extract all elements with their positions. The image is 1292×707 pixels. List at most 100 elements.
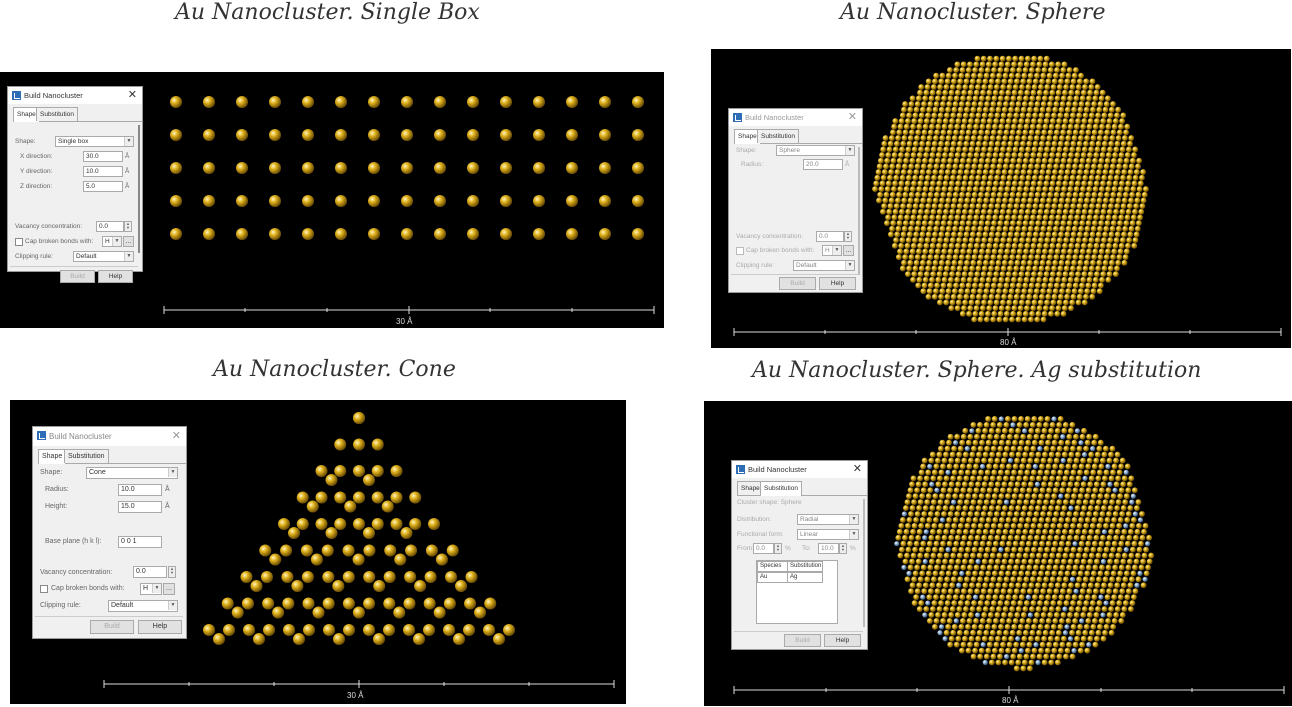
to-input[interactable]: 10.0 [818,543,839,554]
gold-atom [383,571,396,583]
gold-atom [880,146,887,153]
gold-atom [423,597,436,610]
distribution-select[interactable]: Radial ▼ [797,514,859,525]
gold-atom [1055,214,1062,221]
gold-atom [1005,439,1012,446]
gold-atom [1065,594,1071,601]
build-button[interactable]: Build [60,270,95,283]
from-input[interactable]: 0.0 [753,543,774,554]
dialog-scrollbar[interactable] [138,125,140,253]
viewport-single-box[interactable]: 30 Å Build Nanocluster ✕ Shape Substitut… [0,72,664,328]
close-icon[interactable]: ✕ [127,89,137,101]
cap-checkbox[interactable] [40,585,48,593]
cap-more-button[interactable]: … [163,583,175,595]
gold-atom [1121,231,1127,238]
gold-atom [902,534,908,541]
tab-shape[interactable]: Shape [38,449,67,464]
gold-atom [1017,186,1023,192]
vacancy-input[interactable]: 0.0 [96,221,124,232]
dialog-separator [10,266,138,267]
dialog-scrollbar[interactable] [863,499,865,627]
gold-atom [923,552,930,559]
base-plane-input[interactable]: 0 0 1 [118,536,162,548]
y-direction-input[interactable]: 10.0 [83,166,123,177]
gold-atom [912,140,919,147]
cap-select[interactable]: H ▼ [102,236,122,247]
x-direction-input[interactable]: 30.0 [83,151,123,162]
functional-form-select[interactable]: Linear ▼ [797,529,859,540]
help-button[interactable]: Help [98,270,133,283]
vacancy-stepper[interactable]: ▲ ▼ [844,231,852,242]
build-button[interactable]: Build [779,277,816,290]
shape-select[interactable]: Sphere ▼ [776,145,855,156]
close-icon[interactable]: ✕ [852,463,862,475]
gold-atom [918,522,925,529]
vacancy-input[interactable]: 0.0 [816,231,844,242]
gold-atom [1016,248,1023,255]
scale-label-single-box: 30 Å [396,317,413,326]
viewport-cone[interactable]: 30 Å Build Nanocluster ✕ Shape Substitut… [10,400,626,704]
radius-input[interactable]: 20.0 [803,159,843,170]
gold-atom [1021,163,1028,170]
clipping-select[interactable]: Default ▼ [108,600,178,612]
dialog-scrollbar[interactable] [858,147,860,275]
vacancy-stepper[interactable]: ▲ ▼ [124,221,132,232]
shape-select[interactable]: Single box ▼ [55,136,134,147]
gold-atom [1006,618,1012,624]
clipping-select[interactable]: Default ▼ [793,260,855,271]
table-cell-substitution[interactable]: Ag [787,572,823,583]
z-direction-input[interactable]: 5.0 [83,181,123,192]
gold-atom [1093,180,1100,187]
tab-substitution[interactable]: Substitution [757,129,799,143]
gold-atom [1069,629,1075,636]
gold-atom [343,624,355,636]
vacancy-stepper[interactable]: ▲ ▼ [168,566,176,578]
shape-select[interactable]: Cone ▼ [86,467,178,479]
cap-more-button[interactable]: … [843,245,854,256]
gold-atom [1050,84,1057,90]
height-input[interactable]: 15.0 [118,501,162,513]
gold-atom [1000,433,1007,440]
gold-atom [956,203,963,209]
gold-atom [1062,271,1069,278]
tab-substitution[interactable]: Substitution [64,449,109,463]
gold-atom [937,552,943,559]
gold-atom [1000,457,1007,464]
gold-atom [920,487,927,494]
help-button[interactable]: Help [824,634,861,647]
gold-atom [991,157,998,164]
vacancy-input[interactable]: 0.0 [133,566,167,578]
gold-atom [1083,623,1090,630]
from-stepper[interactable]: ▲ ▼ [774,543,782,554]
gold-atom [1049,421,1056,428]
tab-substitution[interactable]: Substitution [36,107,78,121]
radius-input[interactable]: 10.0 [118,484,162,496]
help-button[interactable]: Help [138,620,182,634]
viewport-sphere-ag[interactable]: 80 Å Build Nanocluster ✕ Shape Substitut… [704,401,1292,706]
gold-atom [325,474,338,486]
cap-more-button[interactable]: … [123,236,134,247]
substitution-table[interactable]: Species Substitution Au Ag [756,560,838,624]
tab-substitution[interactable]: Substitution [760,481,802,496]
gold-atom [1099,276,1105,283]
gold-atom [1009,475,1016,482]
silver-atom [1060,457,1066,464]
gold-atom [930,237,937,244]
cap-checkbox[interactable] [736,247,744,255]
viewport-sphere[interactable]: 80 Å Build Nanocluster ✕ Shape Substitut… [711,49,1291,348]
cap-select[interactable]: H ▼ [822,245,842,256]
to-stepper[interactable]: ▲ ▼ [839,543,847,554]
cap-select[interactable]: H ▼ [140,583,162,595]
gold-atom [1010,522,1017,529]
clipping-select[interactable]: Default ▼ [73,251,134,262]
cap-checkbox[interactable] [15,238,23,246]
help-button[interactable]: Help [819,277,856,290]
cap-select-value: H [825,247,830,254]
gold-atom [985,517,992,523]
gold-atom [968,146,975,153]
build-button[interactable]: Build [784,634,821,647]
table-cell-species[interactable]: Au [757,572,788,583]
close-icon[interactable]: ✕ [171,430,181,442]
close-icon[interactable]: ✕ [847,111,857,123]
build-button[interactable]: Build [90,620,134,634]
